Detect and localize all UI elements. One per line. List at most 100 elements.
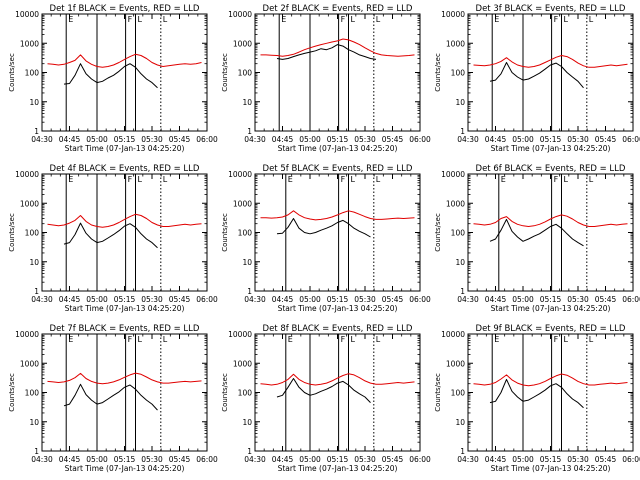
y-tick-label: 1000 xyxy=(446,199,465,208)
y-axis-label: Counts/sec xyxy=(8,213,16,252)
time-marker-label: F xyxy=(554,15,559,24)
x-tick-label: 04:45 xyxy=(59,295,81,304)
chart-title: Det 7f BLACK = Events, RED = LLD xyxy=(50,324,200,334)
x-tick-label: 05:45 xyxy=(169,135,191,144)
time-marker-label: L xyxy=(564,335,569,344)
x-tick-label: 05:15 xyxy=(327,455,349,464)
x-tick-label: 06:00 xyxy=(622,295,640,304)
plot-frame xyxy=(41,13,208,132)
x-tick-label: 06:00 xyxy=(409,295,431,304)
y-tick-label: 1 xyxy=(460,447,465,456)
events-series-line xyxy=(489,218,584,247)
y-axis-label: Counts/sec xyxy=(434,53,442,92)
x-tick-label: 05:45 xyxy=(595,455,617,464)
y-tick-label: 1 xyxy=(460,287,465,296)
lld-series-line xyxy=(260,373,415,386)
x-tick-label: 05:00 xyxy=(299,455,321,464)
lld-series-line xyxy=(473,55,628,68)
x-tick-label: 04:45 xyxy=(485,295,507,304)
y-tick-label: 100 xyxy=(238,389,253,398)
detector-panel: Det 6f BLACK = Events, RED = LLD 1 10 100 10… xyxy=(434,164,640,313)
x-tick-label: 06:00 xyxy=(409,455,431,464)
chart-title: Det 2f BLACK = Events, RED = LLD xyxy=(263,4,413,14)
y-tick-label: 100 xyxy=(238,69,253,78)
y-tick-label: 1000 xyxy=(233,39,252,48)
plot-frame xyxy=(467,13,634,132)
time-marker-label: E xyxy=(68,175,73,184)
x-tick-label: 05:30 xyxy=(354,295,376,304)
time-marker-label: F xyxy=(554,175,559,184)
x-tick-label: 05:00 xyxy=(299,135,321,144)
x-tick-label: 05:30 xyxy=(141,295,163,304)
y-axis-label: Counts/sec xyxy=(221,53,229,92)
detector-panel: Det 3f BLACK = Events, RED = LLD 1 10 100 10… xyxy=(434,4,640,153)
y-tick-label: 10 xyxy=(29,418,39,427)
time-marker-label: L xyxy=(163,15,168,24)
y-tick-label: 10000 xyxy=(228,170,252,179)
chart-title: Det 3f BLACK = Events, RED = LLD xyxy=(476,4,626,14)
time-marker-label: L xyxy=(351,175,356,184)
lld-series-line xyxy=(47,213,202,228)
time-marker-label: L xyxy=(351,15,356,24)
x-tick-label: 05:30 xyxy=(141,135,163,144)
chart-title: Det 1f BLACK = Events, RED = LLD xyxy=(50,4,200,14)
time-marker-label: L xyxy=(376,15,381,24)
x-tick-label: 04:30 xyxy=(31,135,53,144)
y-tick-label: 1 xyxy=(34,447,39,456)
x-tick-label: 04:30 xyxy=(244,135,266,144)
x-tick-label: 05:45 xyxy=(169,295,191,304)
x-tick-label: 04:45 xyxy=(485,455,507,464)
y-tick-label: 100 xyxy=(238,229,253,238)
events-series-line xyxy=(276,378,371,403)
y-tick-label: 1000 xyxy=(20,39,39,48)
x-tick-label: 04:45 xyxy=(59,135,81,144)
y-tick-label: 100 xyxy=(451,389,466,398)
x-tick-label: 05:15 xyxy=(327,295,349,304)
lld-series-line xyxy=(473,214,628,227)
y-tick-label: 10 xyxy=(242,98,252,107)
x-tick-label: 05:15 xyxy=(114,135,136,144)
x-tick-label: 06:00 xyxy=(196,455,218,464)
y-tick-label: 1000 xyxy=(446,39,465,48)
time-marker-label: F xyxy=(341,15,346,24)
chart-title: Det 9f BLACK = Events, RED = LLD xyxy=(476,324,626,334)
time-marker-label: E xyxy=(281,15,286,24)
y-tick-label: 10 xyxy=(29,258,39,267)
time-marker-label: L xyxy=(564,175,569,184)
x-tick-label: 05:15 xyxy=(114,295,136,304)
x-axis-label: Start Time (07-Jan-13 04:25:20) xyxy=(491,464,611,473)
y-tick-label: 1 xyxy=(34,287,39,296)
x-tick-label: 05:30 xyxy=(567,295,589,304)
detector-panel: Det 4f BLACK = Events, RED = LLD 1 10 100 10… xyxy=(8,164,218,313)
x-tick-label: 05:15 xyxy=(540,135,562,144)
time-marker-label: L xyxy=(138,175,143,184)
x-tick-label: 06:00 xyxy=(622,135,640,144)
x-tick-label: 04:45 xyxy=(272,295,294,304)
x-tick-label: 05:15 xyxy=(540,455,562,464)
y-tick-label: 10000 xyxy=(228,330,252,339)
time-marker-label: E xyxy=(68,335,73,344)
detector-panel: Det 5f BLACK = Events, RED = LLD 1 10 100 10… xyxy=(221,164,431,313)
x-axis-label: Start Time (07-Jan-13 04:25:20) xyxy=(491,304,611,313)
x-axis-label: Start Time (07-Jan-13 04:25:20) xyxy=(278,144,398,153)
x-tick-label: 04:30 xyxy=(457,295,479,304)
time-marker-label: L xyxy=(138,335,143,344)
time-marker-label: L xyxy=(589,15,594,24)
plot-frame xyxy=(467,173,634,292)
x-tick-label: 05:30 xyxy=(141,455,163,464)
time-marker-label: L xyxy=(589,335,594,344)
y-axis-label: Counts/sec xyxy=(8,53,16,92)
y-tick-label: 100 xyxy=(25,389,40,398)
lld-series-line xyxy=(473,373,628,387)
y-tick-label: 1000 xyxy=(20,359,39,368)
y-tick-label: 10000 xyxy=(15,170,39,179)
detector-panel: Det 8f BLACK = Events, RED = LLD 1 10 100 10… xyxy=(221,324,431,473)
events-series-line xyxy=(63,383,158,411)
chart-title: Det 6f BLACK = Events, RED = LLD xyxy=(476,164,626,174)
y-tick-label: 1 xyxy=(247,127,252,136)
y-tick-label: 10000 xyxy=(441,170,465,179)
x-tick-label: 05:00 xyxy=(512,135,534,144)
plot-frame xyxy=(254,13,421,132)
x-tick-label: 06:00 xyxy=(409,135,431,144)
